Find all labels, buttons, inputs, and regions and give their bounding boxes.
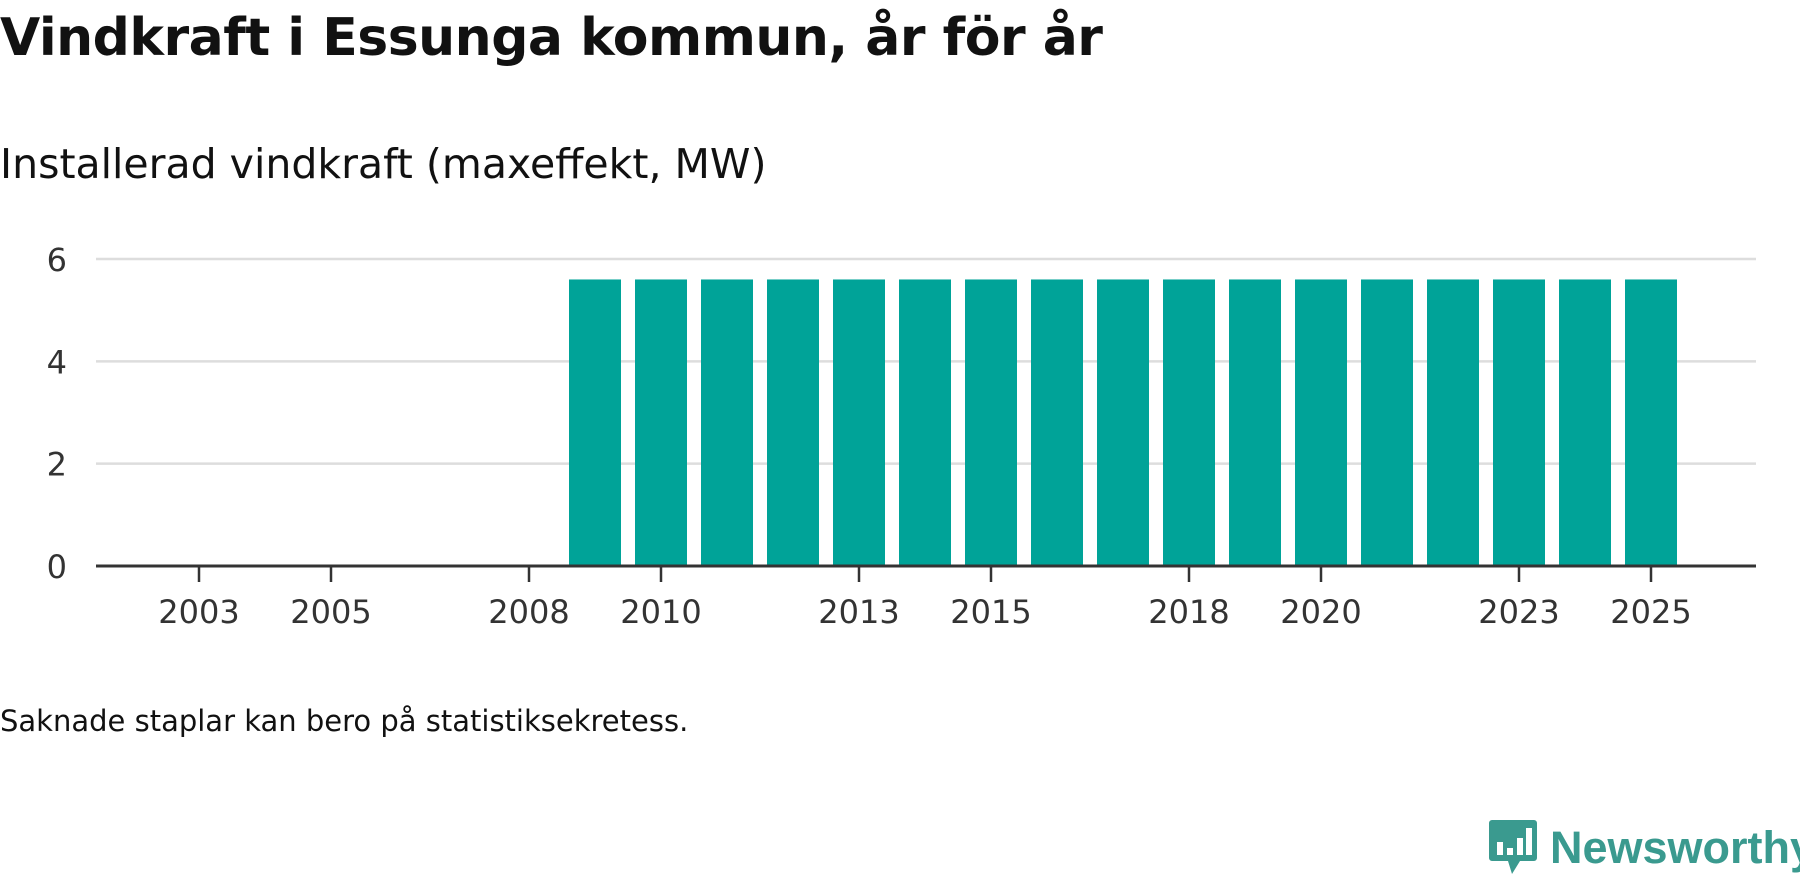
bar-2014[interactable] <box>899 279 951 566</box>
brand-logo[interactable]: Newsworthy <box>1488 818 1800 878</box>
bar-2016[interactable] <box>1031 279 1083 566</box>
bar-chart: 0 2 4 6 2003 2005 2008 2010 2013 2015 2018 2020 202… <box>47 241 1756 631</box>
bars <box>569 279 1677 566</box>
chart-subtitle: Installerad vindkraft (maxeffekt, MW) <box>0 140 767 188</box>
y-tick-label: 4 <box>47 343 67 381</box>
bar-2018[interactable] <box>1163 279 1215 566</box>
bar-2019[interactable] <box>1229 279 1281 566</box>
bar-2015[interactable] <box>965 279 1017 566</box>
x-tick-label: 2023 <box>1478 593 1559 631</box>
chart-title: Vindkraft i Essunga kommun, år för år <box>0 8 1103 68</box>
x-tick-label: 2015 <box>950 593 1031 631</box>
y-tick-label: 6 <box>47 241 67 279</box>
bar-2010[interactable] <box>635 279 687 566</box>
y-tick-label: 0 <box>47 548 67 586</box>
bar-2020[interactable] <box>1295 279 1347 566</box>
bar-2022[interactable] <box>1427 279 1479 566</box>
x-tick-label: 2018 <box>1148 593 1229 631</box>
footnote: Saknade staplar kan bero på statistiksek… <box>0 704 689 738</box>
x-axis-ticks: 2003 2005 2008 2010 2013 2015 2018 2020 2023 2025 <box>158 566 1692 631</box>
brand-name: Newsworthy <box>1550 822 1800 873</box>
bar-2021[interactable] <box>1361 279 1413 566</box>
x-tick-label: 2025 <box>1610 593 1691 631</box>
bar-2011[interactable] <box>701 279 753 566</box>
bar-2024[interactable] <box>1559 279 1611 566</box>
bar-2025[interactable] <box>1625 279 1677 566</box>
bar-2013[interactable] <box>833 279 885 566</box>
bar-2017[interactable] <box>1097 279 1149 566</box>
bar-2023[interactable] <box>1493 279 1545 566</box>
newsworthy-logo-icon <box>1489 820 1537 874</box>
x-tick-label: 2010 <box>620 593 701 631</box>
x-tick-label: 2008 <box>488 593 569 631</box>
x-tick-label: 2020 <box>1280 593 1361 631</box>
x-tick-label: 2013 <box>818 593 899 631</box>
bar-2012[interactable] <box>767 279 819 566</box>
y-tick-label: 2 <box>47 446 67 484</box>
x-tick-label: 2003 <box>158 593 239 631</box>
y-axis-labels: 0 2 4 6 <box>47 241 67 586</box>
x-tick-label: 2005 <box>290 593 371 631</box>
bar-2009[interactable] <box>569 279 621 566</box>
